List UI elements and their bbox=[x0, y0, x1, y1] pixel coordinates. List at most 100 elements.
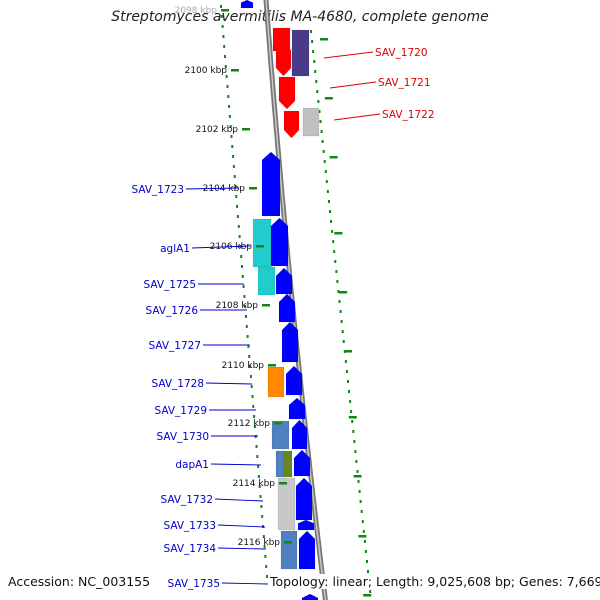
accession-value: NC_003155 bbox=[78, 574, 151, 589]
gene-sav-1732-block[interactable] bbox=[277, 477, 296, 531]
tick-2116: 2116 kbp bbox=[238, 538, 292, 548]
gene-blue-5[interactable] bbox=[281, 321, 299, 363]
gene-blue-6[interactable] bbox=[285, 365, 303, 396]
label-leader bbox=[221, 582, 269, 585]
gene-label-sav_1727[interactable]: SAV_1727 bbox=[148, 340, 201, 352]
gene-label-sav_1732[interactable]: SAV_1732 bbox=[160, 494, 213, 506]
tick-right bbox=[320, 38, 328, 41]
label-leader bbox=[323, 51, 374, 59]
tick-label: 2102 kbp bbox=[196, 125, 239, 135]
gene-blue-12[interactable] bbox=[298, 530, 316, 570]
tick-right bbox=[348, 416, 357, 419]
tick-right bbox=[339, 291, 348, 294]
gene-sav-1730-block[interactable] bbox=[271, 420, 290, 450]
tick-right bbox=[344, 350, 352, 353]
label-leader bbox=[214, 498, 264, 502]
gene-label-agla1[interactable]: aglA1 bbox=[160, 243, 190, 255]
label-leader bbox=[333, 113, 381, 121]
gene-dapa1-green[interactable] bbox=[283, 450, 293, 478]
gene-top-fragment[interactable] bbox=[240, 0, 254, 9]
genes bbox=[240, 0, 320, 600]
gene-sav-1734-block[interactable] bbox=[280, 530, 298, 570]
tick-label: 2112 kbp bbox=[228, 419, 271, 429]
length-label: Length: bbox=[376, 574, 424, 589]
tick-2100: 2100 kbp bbox=[185, 66, 239, 76]
gene-label-sav_1725[interactable]: SAV_1725 bbox=[143, 279, 196, 291]
gene-blue-8[interactable] bbox=[291, 419, 308, 450]
genome-stats: Topology: linear; Length: 9,025,608 bp; … bbox=[270, 574, 600, 589]
gene-sav-1721[interactable] bbox=[278, 76, 296, 110]
gene-label-sav_1726[interactable]: SAV_1726 bbox=[145, 305, 198, 317]
gene-agla1-lower[interactable] bbox=[257, 266, 276, 296]
tick-right bbox=[358, 535, 367, 538]
gene-label-sav_1730[interactable]: SAV_1730 bbox=[156, 431, 209, 443]
tick-2110: 2110 kbp bbox=[222, 361, 276, 371]
gene-sav-1722[interactable] bbox=[283, 110, 300, 139]
gene-blue-10[interactable] bbox=[295, 477, 313, 521]
gene-agla1-block[interactable] bbox=[252, 218, 272, 268]
length-value: 9,025,608 bp; bbox=[427, 574, 516, 589]
gene-label-sav_1729[interactable]: SAV_1729 bbox=[154, 405, 207, 417]
accession-label: Accession: bbox=[8, 574, 75, 589]
gene-grey-block[interactable] bbox=[302, 107, 320, 137]
accession-info: Accession: NC_003155 bbox=[8, 574, 151, 589]
tick-2104: 2104 kbp bbox=[203, 184, 257, 194]
tick-2108: 2108 kbp bbox=[216, 301, 270, 311]
gene-label-sav_1722[interactable]: SAV_1722 bbox=[382, 109, 435, 121]
tick-right bbox=[324, 97, 333, 100]
genes-label: Genes: bbox=[519, 574, 563, 589]
gene-label-sav_1734[interactable]: SAV_1734 bbox=[163, 543, 216, 555]
tick-right bbox=[329, 156, 338, 159]
gene-label-sav_1735[interactable]: SAV_1735 bbox=[167, 578, 220, 590]
gene-labels: SAV_1720 SAV_1721 SAV_1722 SAV_1723 aglA1 SAV… bbox=[131, 47, 434, 590]
label-leader bbox=[217, 524, 266, 528]
gene-purple-block[interactable] bbox=[291, 29, 310, 77]
gene-blue-9[interactable] bbox=[293, 449, 311, 477]
label-leader bbox=[217, 547, 267, 550]
tick-label: 2100 kbp bbox=[185, 66, 228, 76]
tick-label: 2108 kbp bbox=[216, 301, 259, 311]
backbone bbox=[263, 0, 328, 600]
topology-label: Topology: bbox=[270, 574, 329, 589]
tick-2114: 2114 kbp bbox=[233, 479, 287, 489]
tick-label: 2098 kbp bbox=[175, 6, 218, 16]
gene-label-dapa1[interactable]: dapA1 bbox=[175, 459, 209, 471]
label-leader bbox=[329, 81, 377, 89]
genome-title: Streptomyces avermitilis MA-4680, comple… bbox=[111, 9, 489, 25]
tick-2112: 2112 kbp bbox=[228, 419, 282, 429]
gene-blue-13[interactable] bbox=[301, 593, 319, 600]
label-leader bbox=[185, 187, 239, 190]
gene-label-sav_1723[interactable]: SAV_1723 bbox=[131, 184, 184, 196]
tick-right bbox=[353, 475, 362, 478]
gc-content-dots bbox=[220, 5, 372, 593]
tick-right bbox=[334, 232, 343, 235]
gene-sav-1720-block[interactable] bbox=[272, 27, 291, 52]
gene-label-sav_1733[interactable]: SAV_1733 bbox=[163, 520, 216, 532]
gene-label-sav_1728[interactable]: SAV_1728 bbox=[151, 378, 204, 390]
tick-2102: 2102 kbp bbox=[196, 125, 250, 135]
gene-label-sav_1720[interactable]: SAV_1720 bbox=[375, 47, 428, 59]
gene-sav-1728-block[interactable] bbox=[267, 366, 285, 398]
gene-blue-2[interactable] bbox=[270, 217, 289, 267]
gene-blue-4[interactable] bbox=[278, 293, 296, 323]
gene-blue-7[interactable] bbox=[288, 397, 306, 420]
label-leader bbox=[210, 463, 262, 466]
tick-right bbox=[363, 594, 372, 597]
tick-label: 2116 kbp bbox=[238, 538, 281, 548]
gc-dots-right bbox=[310, 30, 372, 593]
tick-2098: 2098 kbp bbox=[175, 6, 229, 16]
tick-label: 2114 kbp bbox=[233, 479, 276, 489]
genes-value: 7,669 bbox=[566, 574, 600, 589]
gc-dots-left bbox=[220, 5, 268, 578]
tick-label: 2110 kbp bbox=[222, 361, 265, 371]
gene-blue-1[interactable] bbox=[261, 151, 281, 217]
gene-blue-11[interactable] bbox=[297, 519, 315, 531]
label-leader bbox=[205, 382, 253, 385]
topology-value: linear; bbox=[332, 574, 373, 589]
gene-sav-1720[interactable] bbox=[275, 49, 292, 77]
label-leader bbox=[191, 245, 251, 249]
gene-label-sav_1721[interactable]: SAV_1721 bbox=[378, 77, 431, 89]
tick-label: 2104 kbp bbox=[203, 184, 246, 194]
gene-blue-3[interactable] bbox=[275, 267, 293, 295]
